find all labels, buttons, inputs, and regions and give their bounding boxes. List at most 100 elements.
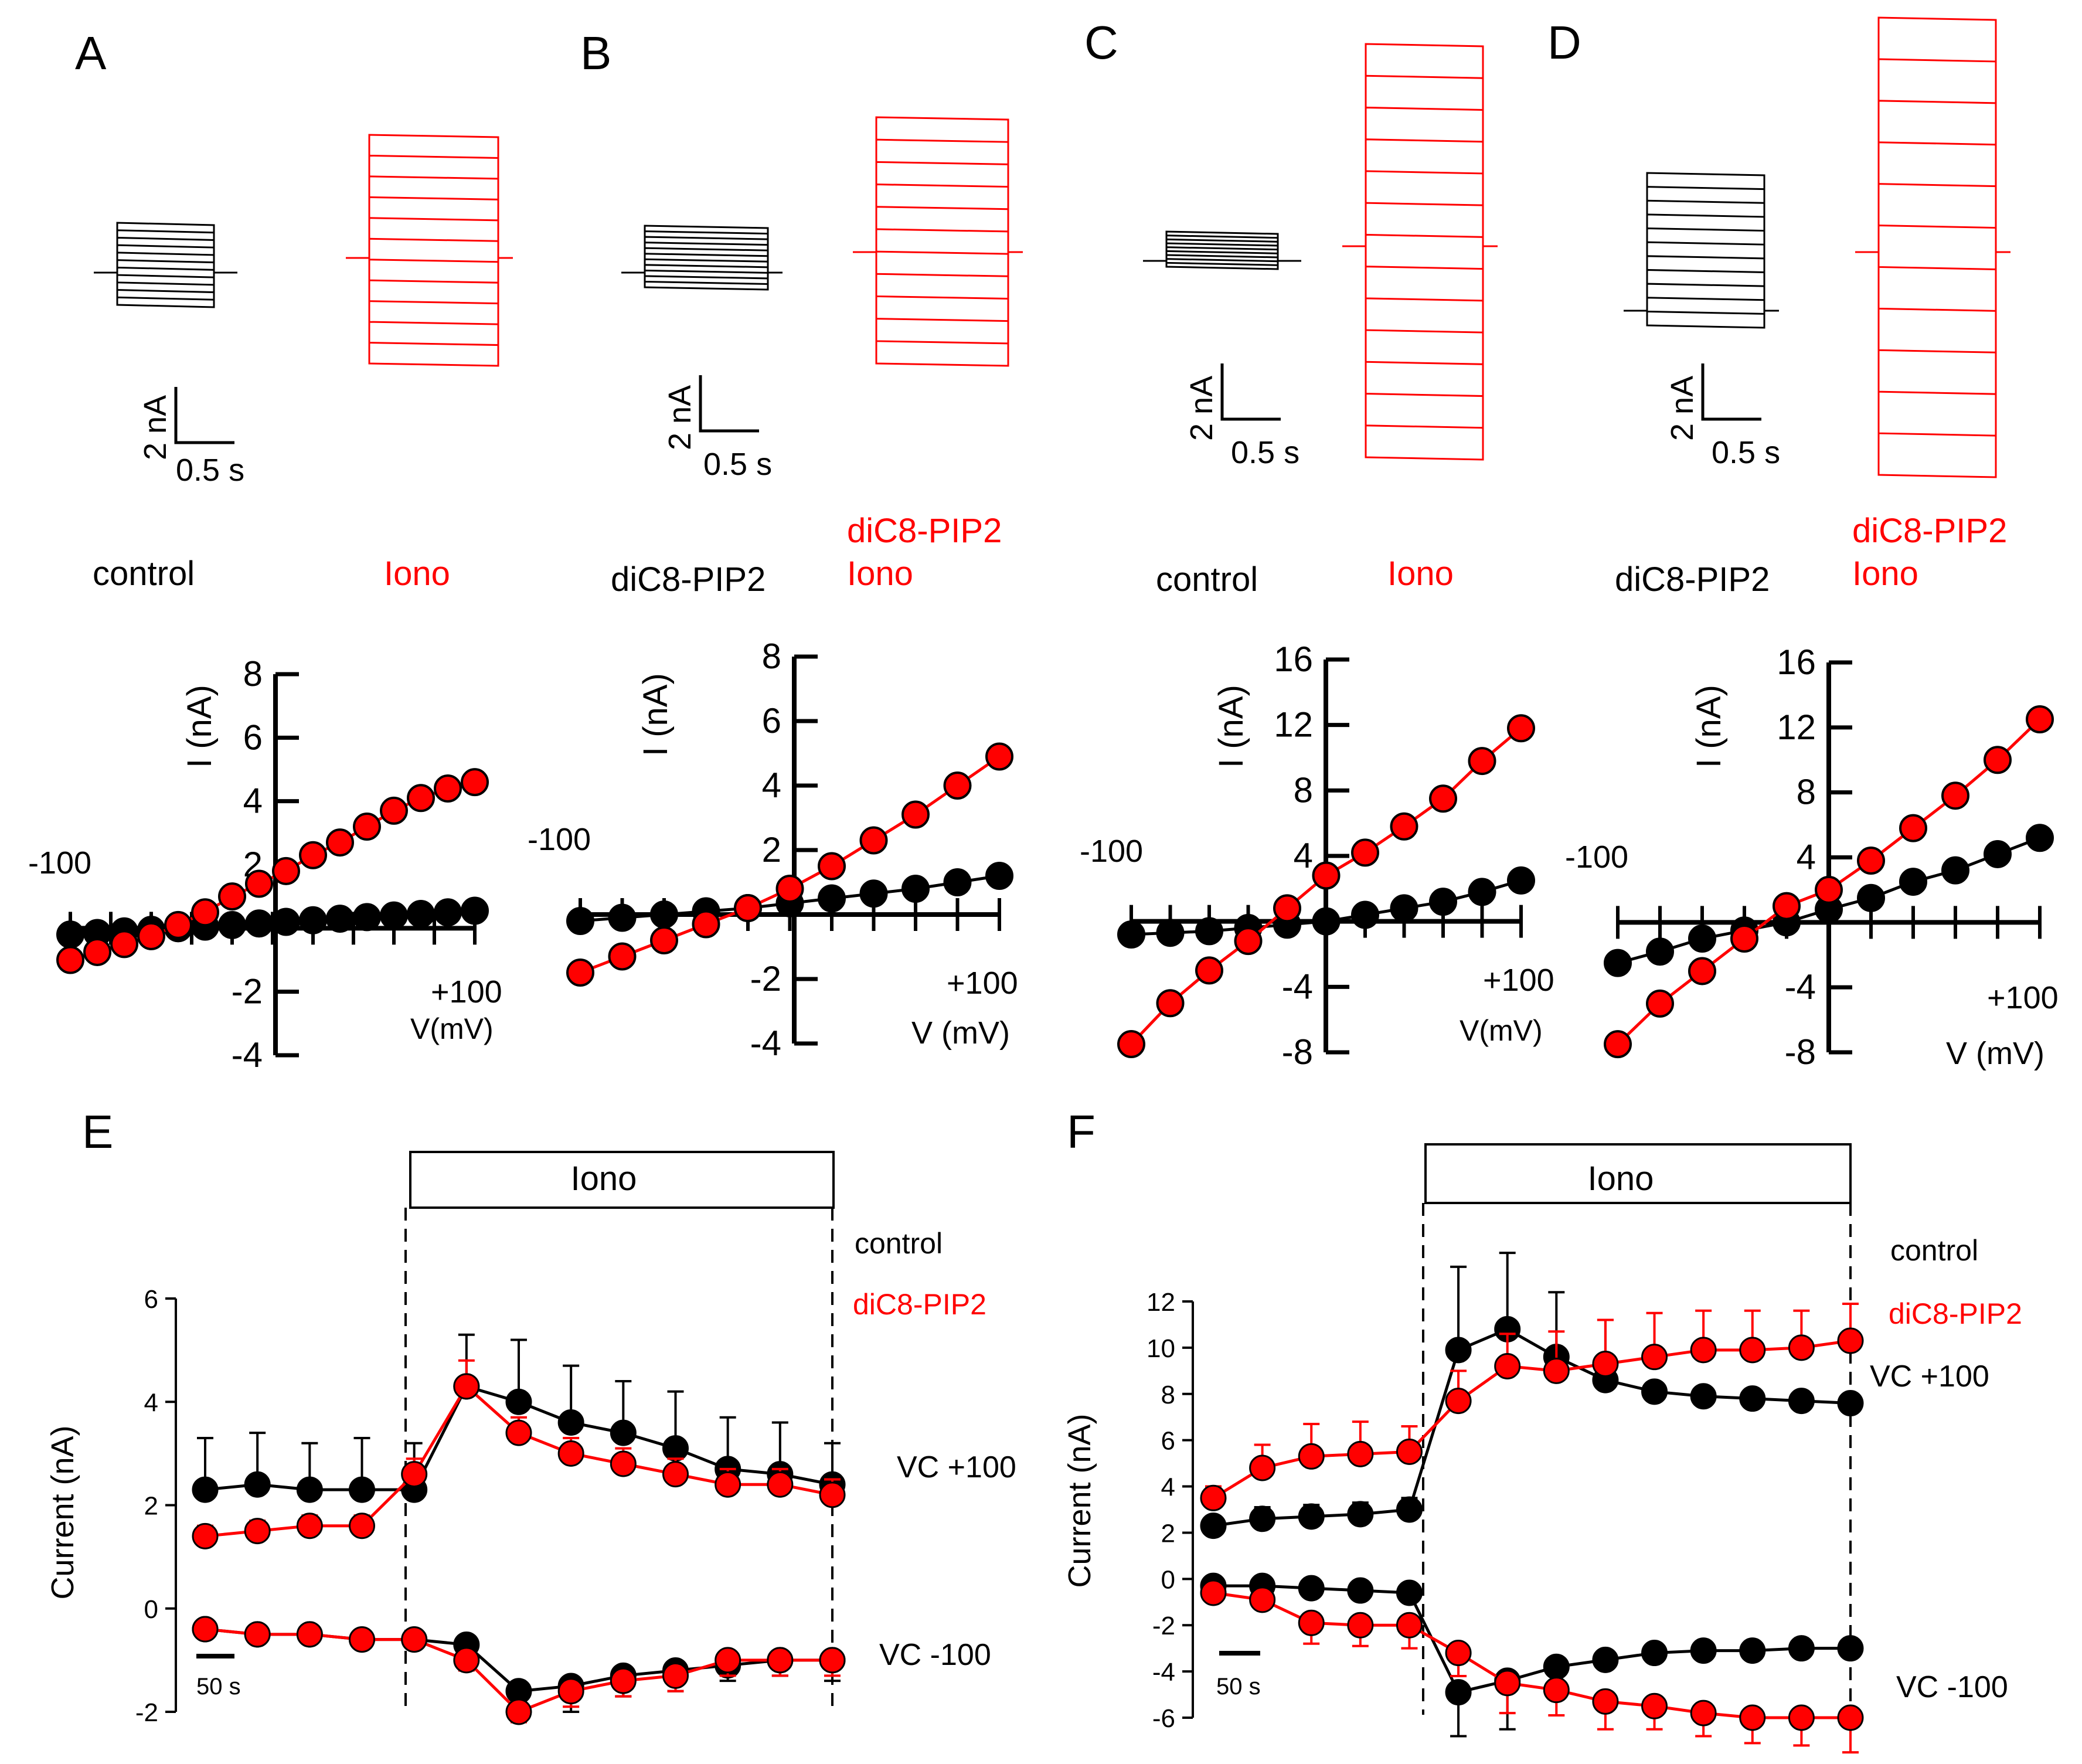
a-control-trace-2 [94, 236, 237, 274]
tc-e-point [557, 1440, 584, 1467]
tc-f-ytick-label: -6 [1152, 1704, 1175, 1733]
iv-a-point [83, 937, 111, 966]
iv-d-ytick-label: 4 [1797, 838, 1816, 877]
scale-c-y: 2 nA [1184, 376, 1219, 441]
panel-letter-e: E [82, 1106, 113, 1158]
iv-d-point [1857, 883, 1885, 912]
tc-e-point [662, 1435, 689, 1462]
tc-f-point [1200, 1513, 1227, 1539]
tc-f-point [1249, 1586, 1276, 1613]
tc-e-point [401, 1626, 428, 1653]
b-iono-trace-5 [853, 228, 1023, 253]
iv-c-point [1507, 714, 1535, 743]
iv-a-ylabel: I (nA) [181, 685, 219, 768]
a-iono-trace-3 [346, 196, 513, 259]
tc-f-point [1739, 1704, 1766, 1731]
panel-letter-b: B [580, 27, 611, 79]
iv-b-point [943, 771, 972, 800]
a-iono-trace-1 [346, 154, 513, 259]
iv-d-xneg: -100 [1565, 839, 1628, 875]
iv-c-point [1312, 861, 1341, 890]
iono-box-e [409, 1151, 835, 1209]
tc-f-ytick-label: 10 [1147, 1334, 1175, 1363]
time-course-plots: -2 0 2 4 6 -6 -4 -2 0 2 4 6 8 10 12 [135, 1203, 1864, 1754]
iv-c-point [1507, 866, 1535, 895]
tc-f-ytick-label: 6 [1161, 1427, 1175, 1456]
iv-d-point [1604, 949, 1632, 977]
iv-d-xlabel: V (mV) [1946, 1036, 2044, 1071]
iv-a-point [272, 908, 300, 936]
d-control-trace-11 [1624, 310, 1779, 329]
iv-b-point [734, 894, 762, 922]
iv-a-ytick-label: 4 [243, 781, 263, 821]
tc-f-ytick-label: 12 [1147, 1288, 1175, 1317]
scale-b-y: 2 nA [662, 385, 698, 450]
tc-e-point [453, 1647, 480, 1674]
iv-c-point [1390, 894, 1418, 923]
b-iono-trace-1 [853, 138, 1023, 253]
legend-f-dic8: diC8-PIP2 [1889, 1297, 2022, 1330]
tc-e-point [349, 1476, 375, 1503]
tc-f-point [1739, 1385, 1766, 1412]
iv-d-ylabel: I (nA) [1690, 685, 1728, 768]
iv-b-point [650, 900, 678, 929]
vc-neg-e: VC -100 [879, 1638, 991, 1672]
tc-e-point [819, 1481, 846, 1508]
iv-c-point [1390, 812, 1418, 841]
tc-f-point [1592, 1351, 1619, 1377]
iv-d-ytick-label: 8 [1797, 773, 1816, 812]
tc-f-point [1837, 1704, 1864, 1731]
label-c-control: control [1156, 560, 1258, 599]
tc-f-point [1690, 1637, 1717, 1664]
iv-b-point [692, 910, 720, 939]
b-iono-trace-6 [853, 250, 1023, 255]
tc-e-point [244, 1471, 271, 1498]
tc-f-point [1396, 1579, 1423, 1606]
tc-e-point [767, 1471, 794, 1498]
iv-d-point [1646, 989, 1674, 1018]
tc-e-point [767, 1647, 794, 1674]
iv-d-point [1857, 847, 1885, 875]
iv-c-xlabel: V(mV) [1460, 1014, 1543, 1047]
iv-d-point [2026, 824, 2054, 852]
iv-a-point [56, 920, 84, 949]
iv-c-ytick-label: -8 [1282, 1032, 1313, 1072]
tc-f-point [1396, 1612, 1423, 1639]
tc-e-ytick-label: 4 [144, 1388, 158, 1417]
iv-c-point [1429, 888, 1457, 916]
tc-f-point [1592, 1646, 1619, 1673]
tc-f-point [1690, 1337, 1717, 1364]
tc-f-point [1641, 1378, 1668, 1405]
iv-d-xpos: +100 [1987, 980, 2059, 1015]
b-iono-trace-11 [853, 251, 1023, 367]
tc-f-point [1837, 1635, 1864, 1662]
iv-a-ytick-label: -4 [232, 1035, 263, 1075]
iv-c-point [1273, 894, 1301, 923]
a-iono-trace-5 [346, 237, 513, 259]
iv-a-point [245, 869, 273, 898]
iono-box-f [1424, 1143, 1852, 1204]
iv-a-point [191, 898, 219, 927]
iv-b-point [818, 884, 846, 913]
iv-b-point [901, 875, 930, 903]
tc-f-point [1298, 1503, 1325, 1530]
iv-c-ytick-label: -4 [1282, 967, 1313, 1006]
tc-f-point [1788, 1704, 1815, 1731]
tc-e-point [192, 1616, 219, 1643]
tc-e-point [610, 1450, 637, 1477]
tc-f-ytick-label: -2 [1152, 1612, 1175, 1640]
iv-c-point [1156, 989, 1185, 1018]
iv-a-point [461, 768, 489, 797]
tc-f-point [1837, 1327, 1864, 1354]
tc-f-point [1543, 1357, 1570, 1384]
tc-e-point [715, 1471, 741, 1498]
iv-a-point [461, 896, 489, 925]
iv-c-ytick-label: 12 [1274, 705, 1313, 745]
iv-d-ytick-label: -4 [1785, 967, 1816, 1007]
b-iono-trace-3 [853, 183, 1023, 253]
current-traces [94, 16, 2010, 478]
tc-e-point [192, 1476, 219, 1503]
iv-d-point [1899, 814, 1927, 842]
label-d-dic8-iono-1: diC8-PIP2 [1852, 512, 2007, 550]
iv-a-point [434, 898, 462, 927]
